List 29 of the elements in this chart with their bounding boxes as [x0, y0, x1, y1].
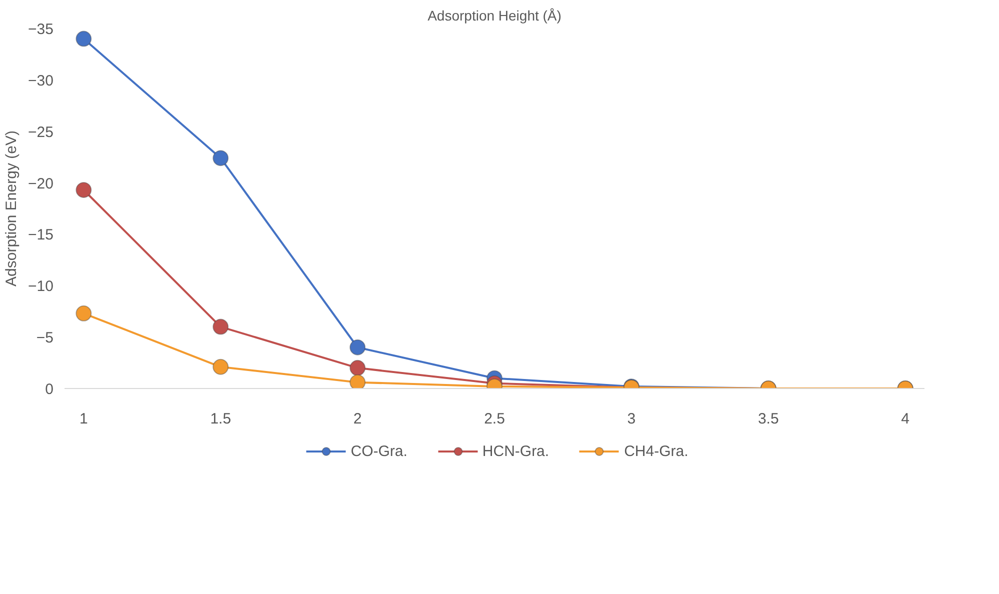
legend-label: CH4-Gra.: [624, 442, 688, 460]
legend-label: CO-Gra.: [350, 442, 408, 460]
y-tick-label: 0: [45, 381, 54, 398]
y-axis-title: Adsorption Energy (eV): [3, 130, 20, 286]
y-tick-label: −25: [28, 124, 54, 141]
point: [212, 318, 229, 335]
y-tick-label: −15: [28, 226, 54, 244]
y-tick-label: −10: [28, 278, 54, 296]
x-tick-label: 1: [80, 410, 88, 428]
y-tick-label: −30: [28, 72, 54, 90]
x-tick-label: 3: [627, 410, 636, 428]
x-tick-label: 1.5: [210, 410, 232, 428]
point: [212, 150, 229, 166]
x-tick-label: 2: [353, 410, 362, 428]
x-tick-label: 4: [901, 410, 910, 428]
point: [212, 358, 229, 375]
point: [350, 374, 366, 388]
legend-label: HCN-Gra.: [482, 442, 550, 460]
point: [76, 30, 92, 47]
point: [76, 182, 92, 198]
y-tick-label: −35: [28, 21, 54, 38]
point: [76, 305, 92, 322]
x-tick-label: 3.5: [758, 410, 779, 428]
x-tick-label: 2.5: [484, 410, 505, 428]
y-tick-label: −5: [36, 330, 54, 347]
chart-title: Adsorption Height (Å): [428, 8, 562, 24]
point: [350, 339, 366, 356]
y-tick-label: −20: [28, 175, 54, 192]
point: [350, 360, 366, 376]
